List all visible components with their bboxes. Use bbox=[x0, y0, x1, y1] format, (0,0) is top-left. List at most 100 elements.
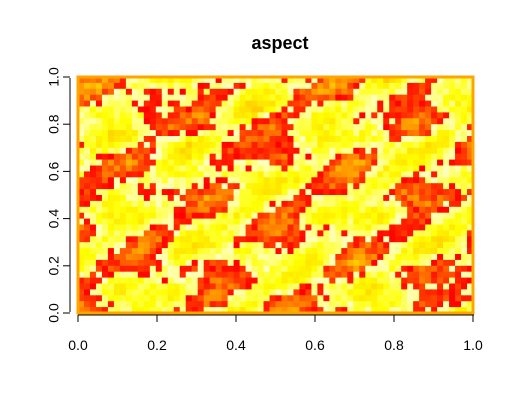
heatmap-cell bbox=[209, 289, 217, 296]
heatmap-cell bbox=[359, 271, 366, 279]
heatmap-cell bbox=[239, 177, 247, 184]
heatmap-cell bbox=[263, 254, 271, 261]
heatmap-cell bbox=[443, 236, 450, 243]
heatmap-cell bbox=[395, 259, 402, 267]
heatmap-cell bbox=[137, 277, 145, 284]
heatmap-cell bbox=[221, 230, 229, 237]
heatmap-cell bbox=[305, 112, 312, 119]
heatmap-cell bbox=[293, 277, 300, 284]
heatmap-cell bbox=[293, 147, 300, 155]
heatmap-cell bbox=[101, 165, 109, 172]
heatmap-cell bbox=[455, 165, 462, 172]
heatmap-cell bbox=[413, 301, 420, 308]
heatmap-cell bbox=[197, 147, 205, 155]
heatmap-cell bbox=[461, 259, 468, 267]
heatmap-cell bbox=[305, 307, 312, 314]
heatmap-cell bbox=[335, 141, 342, 149]
heatmap-cell bbox=[287, 88, 294, 96]
heatmap-cell bbox=[467, 289, 474, 296]
heatmap-cell bbox=[413, 153, 420, 161]
heatmap-cell bbox=[173, 153, 181, 161]
heatmap-cell bbox=[311, 212, 318, 220]
heatmap-cell bbox=[179, 94, 187, 102]
heatmap-cell bbox=[323, 230, 330, 237]
heatmap-cell bbox=[101, 159, 109, 166]
heatmap-cell bbox=[359, 259, 366, 267]
heatmap-cell bbox=[173, 77, 181, 84]
heatmap-cell bbox=[173, 112, 181, 119]
heatmap-cell bbox=[443, 77, 450, 84]
heatmap-cell bbox=[401, 230, 408, 237]
heatmap-cell bbox=[431, 206, 438, 214]
heatmap-cell bbox=[305, 82, 312, 90]
heatmap-cell bbox=[263, 112, 271, 119]
heatmap-cell bbox=[119, 165, 127, 172]
heatmap-cell bbox=[245, 124, 253, 131]
heatmap-cell bbox=[155, 254, 163, 261]
heatmap-cell bbox=[107, 147, 115, 155]
heatmap-cell bbox=[311, 88, 318, 96]
heatmap-cell bbox=[233, 177, 241, 184]
heatmap-cell bbox=[185, 100, 193, 107]
heatmap-cell bbox=[95, 236, 103, 243]
heatmap-cell bbox=[335, 254, 342, 261]
heatmap-cell bbox=[389, 177, 396, 184]
heatmap-cell bbox=[407, 248, 414, 255]
heatmap-cell bbox=[299, 218, 306, 225]
heatmap-cell bbox=[287, 277, 294, 284]
heatmap-cell bbox=[353, 206, 360, 214]
heatmap-cell bbox=[215, 82, 223, 90]
heatmap-cell bbox=[137, 295, 145, 302]
heatmap-cell bbox=[467, 283, 474, 290]
heatmap-cell bbox=[191, 248, 199, 255]
heatmap-cell bbox=[83, 112, 91, 119]
heatmap-cell bbox=[419, 236, 426, 243]
heatmap-cell bbox=[239, 289, 247, 296]
heatmap-cell bbox=[203, 183, 211, 190]
y-axis-tick-label: 0.0 bbox=[46, 303, 62, 323]
heatmap-cell bbox=[419, 171, 426, 178]
heatmap-cell bbox=[131, 271, 139, 279]
heatmap-cell bbox=[419, 124, 426, 131]
heatmap-cell bbox=[347, 106, 354, 113]
heatmap-cell bbox=[149, 195, 157, 202]
heatmap-cell bbox=[365, 189, 372, 196]
heatmap-cell bbox=[107, 82, 115, 90]
heatmap-cell bbox=[203, 82, 211, 90]
heatmap-cell bbox=[215, 218, 223, 225]
heatmap-cell bbox=[317, 94, 324, 102]
heatmap-cell bbox=[131, 295, 139, 302]
heatmap-cell bbox=[263, 189, 271, 196]
heatmap-cell bbox=[251, 259, 259, 267]
heatmap-cell bbox=[443, 307, 450, 314]
heatmap-cell bbox=[365, 136, 372, 143]
heatmap-cell bbox=[305, 147, 312, 155]
heatmap-cell bbox=[335, 301, 342, 308]
heatmap-cell bbox=[197, 295, 205, 302]
heatmap-cell bbox=[281, 224, 288, 231]
heatmap-cell bbox=[113, 254, 121, 261]
heatmap-cell bbox=[413, 124, 420, 131]
heatmap-cell bbox=[233, 136, 241, 143]
heatmap-cell bbox=[197, 265, 205, 273]
heatmap-cell bbox=[137, 136, 145, 143]
heatmap-cell bbox=[365, 112, 372, 119]
heatmap-cell bbox=[449, 189, 456, 196]
heatmap-cell bbox=[359, 183, 366, 190]
heatmap-cell bbox=[437, 200, 444, 208]
heatmap-cell bbox=[311, 236, 318, 243]
heatmap-cell bbox=[467, 230, 474, 237]
heatmap-cell bbox=[107, 254, 115, 261]
heatmap-cell bbox=[461, 100, 468, 107]
heatmap-cell bbox=[407, 159, 414, 166]
heatmap-cell bbox=[377, 224, 384, 231]
heatmap-cell bbox=[287, 147, 294, 155]
heatmap-cell bbox=[209, 248, 217, 255]
heatmap-cell bbox=[233, 283, 241, 290]
heatmap-cell bbox=[317, 147, 324, 155]
heatmap-cell bbox=[185, 242, 193, 249]
heatmap-cell bbox=[209, 265, 217, 273]
heatmap-cell bbox=[359, 124, 366, 131]
heatmap-cell bbox=[209, 254, 217, 261]
heatmap-cell bbox=[137, 259, 145, 267]
